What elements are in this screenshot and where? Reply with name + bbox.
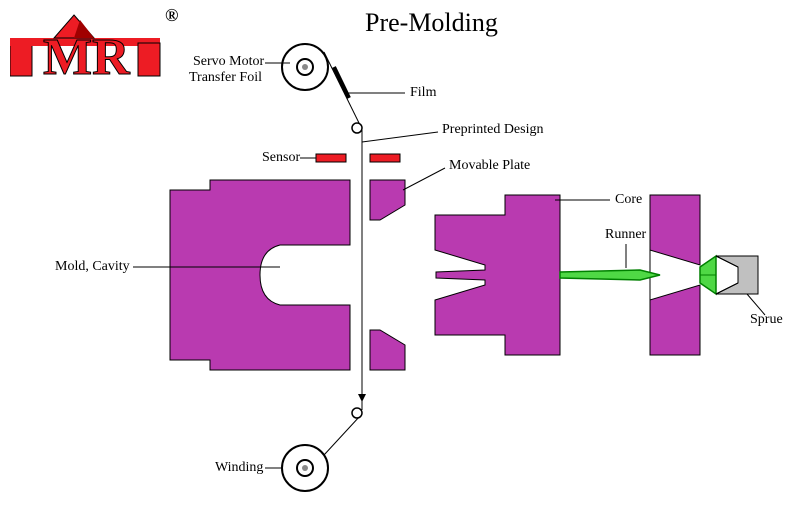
top-roller: [282, 44, 328, 90]
movable-plate-bottom: [370, 330, 405, 370]
label-mold-cavity: Mold, Cavity: [55, 259, 130, 275]
label-film: Film: [410, 85, 436, 101]
label-movable: Movable Plate: [449, 158, 530, 174]
bottom-roller: [282, 445, 328, 491]
film-line-3: [324, 416, 360, 455]
label-winding: Winding: [215, 460, 263, 476]
runner-shape: [560, 270, 660, 280]
small-roller-top: [352, 123, 362, 133]
label-preprinted: Preprinted Design: [442, 122, 543, 138]
flow-arrow: [358, 378, 366, 402]
label-sprue: Sprue: [750, 312, 783, 328]
sprue-shape: [716, 256, 758, 294]
film-line-1: [324, 52, 360, 125]
diagram-canvas: [0, 0, 800, 511]
core-shape: [435, 195, 560, 355]
sensor-right: [370, 154, 400, 162]
sensor-left: [316, 154, 346, 162]
label-servo: Servo Motor: [193, 54, 264, 70]
leader-preprinted: [362, 132, 438, 142]
mold-cavity-shape: [170, 180, 350, 370]
label-core: Core: [615, 192, 642, 208]
small-roller-bottom: [352, 408, 362, 418]
leader-movable: [403, 168, 445, 190]
label-runner: Runner: [605, 227, 646, 243]
movable-plate-top: [370, 180, 405, 220]
label-sensor: Sensor: [262, 150, 300, 166]
label-transfer: Transfer Foil: [189, 70, 262, 86]
